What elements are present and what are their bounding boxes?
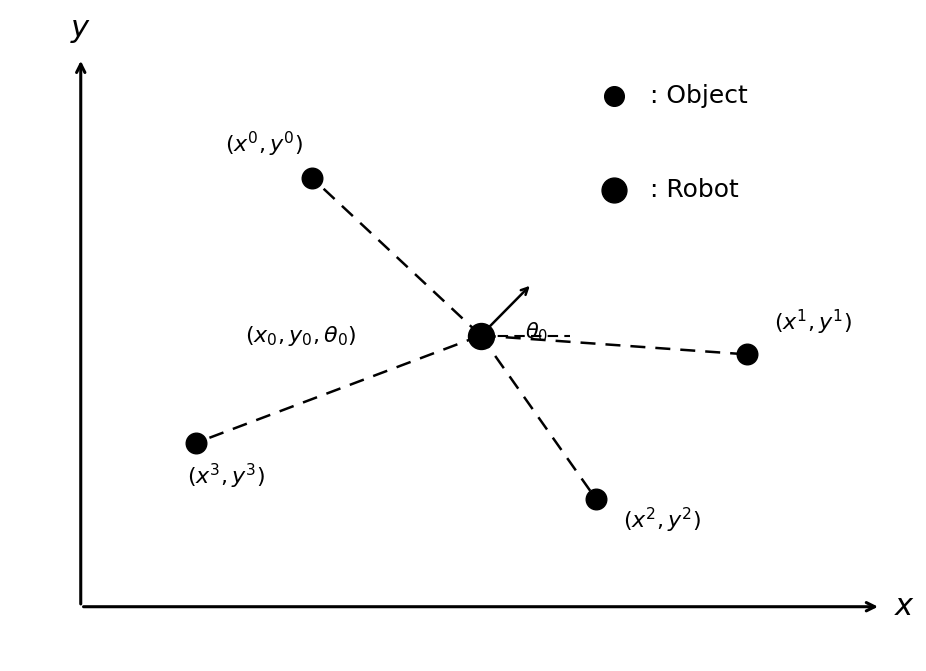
Point [305,172,319,183]
Point [589,494,604,505]
Text: $\theta_0$: $\theta_0$ [525,321,548,344]
Point [740,349,755,360]
Text: $(x^3,y^3)$: $(x^3,y^3)$ [187,462,266,491]
Text: $x$: $x$ [895,592,915,621]
Text: $(x^1,y^1)$: $(x^1,y^1)$ [774,308,852,338]
Point [473,330,488,341]
Text: $y$: $y$ [70,16,92,46]
Text: $(x^2,y^2)$: $(x^2,y^2)$ [623,506,701,535]
Point [607,185,621,196]
Text: $(x_0,y_0,\theta_0)$: $(x_0,y_0,\theta_0)$ [244,323,357,348]
Point [189,437,204,448]
Text: : Robot: : Robot [650,178,738,203]
Point [607,91,621,101]
Text: $(x^0,y^0)$: $(x^0,y^0)$ [225,130,303,159]
Text: : Object: : Object [650,84,747,108]
